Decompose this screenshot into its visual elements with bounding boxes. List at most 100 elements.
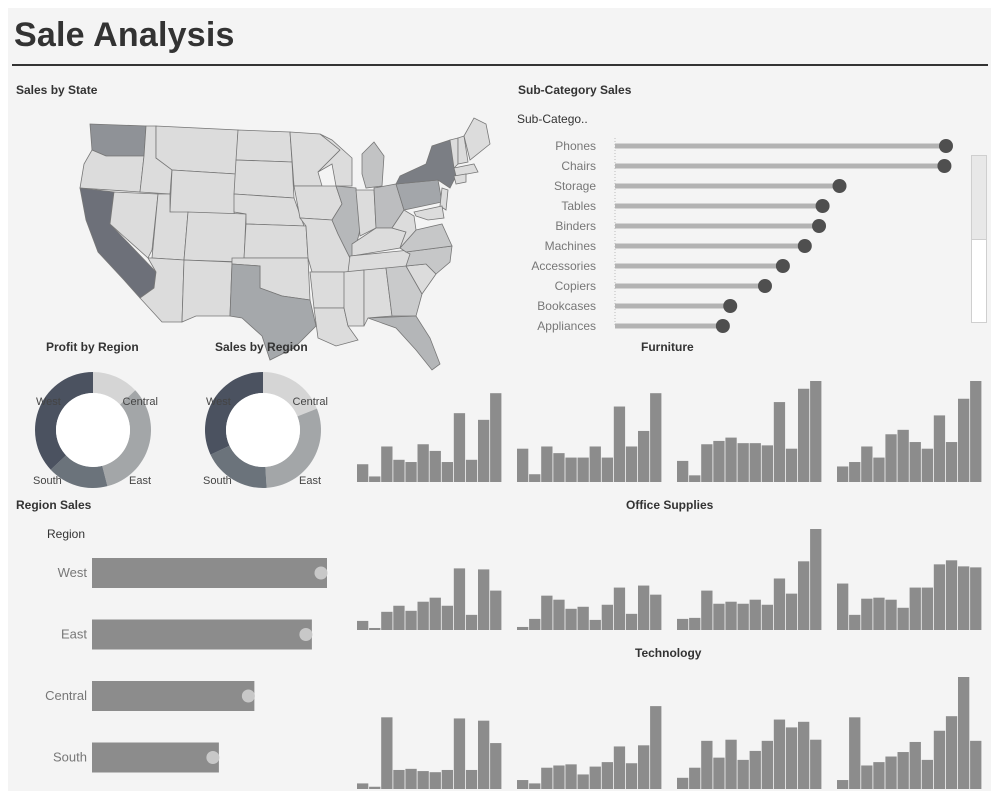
state-connecticut[interactable] bbox=[453, 173, 467, 185]
month-bar[interactable] bbox=[553, 765, 565, 789]
month-bar[interactable] bbox=[909, 442, 921, 482]
month-bar[interactable] bbox=[725, 739, 737, 789]
month-bar[interactable] bbox=[393, 769, 405, 789]
month-bar[interactable] bbox=[909, 741, 921, 789]
month-bar[interactable] bbox=[885, 434, 897, 482]
region-bar[interactable] bbox=[92, 681, 255, 711]
month-bar[interactable] bbox=[441, 769, 453, 789]
month-bar[interactable] bbox=[737, 759, 749, 789]
month-bar[interactable] bbox=[749, 443, 761, 482]
month-bar[interactable] bbox=[357, 620, 369, 630]
state-pennsylvania[interactable] bbox=[395, 179, 443, 211]
month-bar[interactable] bbox=[441, 605, 453, 630]
state-alabama[interactable] bbox=[363, 267, 393, 327]
state-maryland[interactable] bbox=[413, 205, 445, 221]
region-dot[interactable] bbox=[314, 566, 328, 580]
sales-slice-south[interactable] bbox=[210, 445, 267, 488]
month-bar[interactable] bbox=[677, 460, 689, 482]
month-bar[interactable] bbox=[773, 402, 786, 482]
month-bar[interactable] bbox=[613, 406, 626, 482]
scrollbar-thumb[interactable] bbox=[972, 156, 986, 240]
month-bar[interactable] bbox=[921, 448, 933, 482]
profit-slice-east[interactable] bbox=[102, 390, 152, 487]
month-bar[interactable] bbox=[601, 604, 613, 630]
month-bar[interactable] bbox=[565, 457, 577, 482]
month-bar[interactable] bbox=[849, 717, 861, 789]
month-bar[interactable] bbox=[958, 566, 970, 630]
state-north-dakota[interactable] bbox=[235, 129, 293, 163]
month-bar[interactable] bbox=[837, 466, 849, 482]
month-bar[interactable] bbox=[810, 529, 822, 630]
month-bar[interactable] bbox=[529, 618, 541, 630]
month-bar[interactable] bbox=[541, 595, 553, 630]
month-bar[interactable] bbox=[798, 721, 810, 789]
region-sales-chart[interactable]: West East Central South bbox=[8, 548, 348, 788]
month-bar[interactable] bbox=[650, 393, 662, 482]
month-bar[interactable] bbox=[689, 617, 701, 630]
month-bar[interactable] bbox=[478, 419, 490, 482]
lollipop-dot[interactable] bbox=[775, 259, 790, 273]
month-bar[interactable] bbox=[701, 444, 713, 482]
lollipop-dot[interactable] bbox=[757, 279, 772, 293]
region-bar[interactable] bbox=[92, 558, 327, 588]
month-bar[interactable] bbox=[798, 561, 810, 630]
month-bar[interactable] bbox=[517, 780, 529, 789]
state-washington[interactable] bbox=[89, 123, 147, 157]
month-bar[interactable] bbox=[773, 578, 786, 630]
month-bar[interactable] bbox=[601, 762, 613, 789]
state-new-mexico[interactable] bbox=[181, 259, 233, 323]
month-bar[interactable] bbox=[970, 380, 982, 482]
month-bar[interactable] bbox=[638, 745, 650, 789]
state-florida[interactable] bbox=[367, 315, 441, 371]
month-bar[interactable] bbox=[970, 740, 982, 789]
state-new-york[interactable] bbox=[395, 139, 457, 189]
month-bar[interactable] bbox=[577, 457, 589, 482]
region-bar[interactable] bbox=[92, 619, 312, 650]
month-bar[interactable] bbox=[885, 599, 897, 630]
state-oregon[interactable] bbox=[79, 149, 145, 193]
month-bar[interactable] bbox=[417, 601, 429, 630]
month-bar[interactable] bbox=[369, 627, 381, 630]
month-bar[interactable] bbox=[958, 398, 970, 482]
month-bar[interactable] bbox=[517, 626, 529, 630]
month-bar[interactable] bbox=[837, 780, 849, 789]
state-indiana[interactable] bbox=[355, 189, 377, 237]
state-arkansas[interactable] bbox=[309, 271, 349, 309]
technology-chart[interactable] bbox=[353, 664, 988, 790]
state-new-jersey[interactable] bbox=[439, 187, 449, 211]
month-bar[interactable] bbox=[529, 474, 541, 482]
month-bar[interactable] bbox=[849, 462, 861, 482]
month-bar[interactable] bbox=[478, 720, 490, 789]
month-bar[interactable] bbox=[861, 765, 873, 789]
month-bar[interactable] bbox=[650, 594, 662, 630]
state-maine[interactable] bbox=[463, 117, 491, 161]
month-bar[interactable] bbox=[565, 764, 577, 789]
state-mississippi[interactable] bbox=[343, 269, 365, 327]
month-bar[interactable] bbox=[529, 783, 541, 789]
month-bar[interactable] bbox=[613, 746, 626, 789]
month-bar[interactable] bbox=[909, 587, 921, 630]
month-bar[interactable] bbox=[810, 380, 822, 482]
profit-slice-central[interactable] bbox=[93, 372, 136, 405]
lollipop-dot[interactable] bbox=[832, 179, 847, 193]
month-bar[interactable] bbox=[689, 767, 701, 789]
month-bar[interactable] bbox=[945, 716, 958, 789]
month-bar[interactable] bbox=[381, 611, 393, 630]
month-bar[interactable] bbox=[737, 603, 749, 630]
month-bar[interactable] bbox=[638, 430, 650, 482]
subcategory-chart[interactable]: Phones Chairs Storage Tables Binders Machines… bbox=[508, 126, 958, 333]
month-bar[interactable] bbox=[701, 590, 713, 630]
state-south-dakota[interactable] bbox=[233, 159, 295, 199]
month-bar[interactable] bbox=[677, 777, 689, 789]
month-bar[interactable] bbox=[897, 429, 909, 482]
month-bar[interactable] bbox=[613, 587, 626, 630]
month-bar[interactable] bbox=[737, 443, 749, 482]
furniture-chart[interactable] bbox=[353, 358, 988, 483]
month-bar[interactable] bbox=[933, 730, 946, 789]
month-bar[interactable] bbox=[405, 610, 417, 630]
month-bar[interactable] bbox=[725, 437, 737, 482]
profit-region-donut[interactable]: West Central East South bbox=[8, 356, 178, 491]
month-bar[interactable] bbox=[861, 446, 873, 482]
month-bar[interactable] bbox=[541, 767, 553, 789]
month-bar[interactable] bbox=[357, 783, 369, 789]
